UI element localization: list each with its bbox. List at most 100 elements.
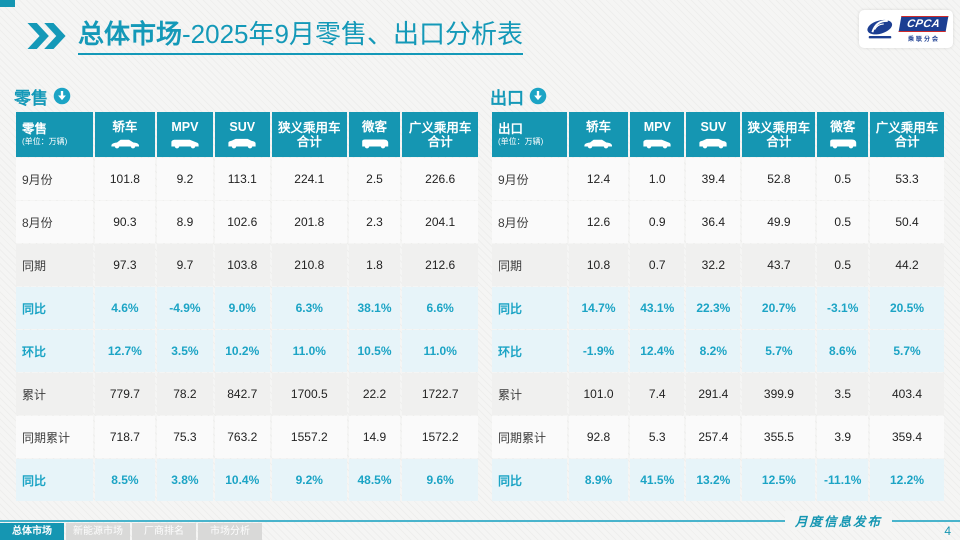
page-title-rest: -2025年9月零售、出口分析表 <box>182 19 523 49</box>
row-label: 累计 <box>16 373 93 415</box>
cell-value: 763.2 <box>214 416 270 458</box>
slide-header: 总体市场-2025年9月零售、出口分析表 <box>26 19 523 55</box>
cell-value: 92.8 <box>568 416 629 458</box>
retail-header-unit: (单位：万辆) <box>22 137 68 147</box>
retail-table-row: 同期累计 718.7 75.3 763.2 1557.2 14.9 1572.2 <box>16 416 478 458</box>
cell-value: 12.2% <box>870 459 944 501</box>
row-label: 9月份 <box>492 158 567 200</box>
retail-panel: 零售 零售 (单位：万辆) 轿车 MPV SUV 狭义乘用车合计 微客 广义乘用车合计 9月份 10… <box>14 84 480 502</box>
cell-value: 14.7% <box>568 287 629 329</box>
cell-value: 0.5 <box>817 244 869 286</box>
cell-value: 48.5% <box>348 459 401 501</box>
cell-value: 842.7 <box>214 373 270 415</box>
cell-value: 3.5 <box>817 373 869 415</box>
row-label: 环比 <box>16 330 93 372</box>
column-header-1: 轿车 <box>568 112 629 157</box>
tab-market-analysis[interactable]: 市场分析 <box>198 523 262 540</box>
column-header-3: SUV <box>686 112 741 157</box>
cell-value: 113.1 <box>214 158 270 200</box>
row-label: 同比 <box>16 287 93 329</box>
cell-value: 12.6 <box>568 201 629 243</box>
page-title-section: 总体市场 <box>78 19 183 49</box>
cell-value: 224.1 <box>271 158 347 200</box>
row-label: 同期累计 <box>492 416 567 458</box>
cell-value: 13.2% <box>686 459 741 501</box>
cell-value: 1722.7 <box>402 373 478 415</box>
cell-value: 32.2 <box>686 244 741 286</box>
cell-value: 50.4 <box>870 201 944 243</box>
cell-value: 90.3 <box>94 201 156 243</box>
cell-value: -3.1% <box>817 287 869 329</box>
export-table-row: 同比 8.9% 41.5% 13.2% 12.5% -11.1% 12.2% <box>492 459 944 501</box>
retail-table-row: 8月份 90.3 8.9 102.6 201.8 2.3 204.1 <box>16 201 478 243</box>
column-label: 广义乘用车合计 <box>875 120 939 149</box>
row-label: 同比 <box>492 459 567 501</box>
column-label: 轿车 <box>585 120 611 134</box>
cell-value: 8.2% <box>686 330 741 372</box>
cell-value: 3.5% <box>157 330 213 372</box>
export-table-row: 同期累计 92.8 5.3 257.4 355.5 3.9 359.4 <box>492 416 944 458</box>
double-chevron-icon <box>27 23 66 49</box>
cpca-subtext: 乘联分会 <box>907 36 940 43</box>
cell-value: 204.1 <box>402 201 478 243</box>
cell-value: 10.5% <box>348 330 401 372</box>
cell-value: 5.3 <box>630 416 685 458</box>
circle-down-arrow-icon <box>53 87 71 105</box>
corner-accent-mark <box>0 0 15 7</box>
cell-value: 22.2 <box>348 373 401 415</box>
cell-value: 41.5% <box>630 459 685 501</box>
cell-value: 101.8 <box>94 158 156 200</box>
cpca-emblem-icon <box>867 19 893 39</box>
cpca-logo-text: CPCA 乘联分会 <box>898 15 949 43</box>
cell-value: 44.2 <box>870 244 944 286</box>
cell-value: 7.4 <box>630 373 685 415</box>
row-label: 环比 <box>492 330 567 372</box>
sedan-icon <box>584 139 613 149</box>
cell-value: 12.7% <box>94 330 156 372</box>
tab-oem-ranking[interactable]: 厂商排名 <box>132 523 196 540</box>
cell-value: 103.8 <box>214 244 270 286</box>
cell-value: 20.7% <box>742 287 816 329</box>
column-header-5: 微客 <box>348 112 401 157</box>
cell-value: 22.3% <box>686 287 741 329</box>
cell-value: 20.5% <box>870 287 944 329</box>
cell-value: 9.6% <box>402 459 478 501</box>
cell-value: 102.6 <box>214 201 270 243</box>
footer-note: 月度信息发布 <box>784 511 892 530</box>
cell-value: 2.5 <box>348 158 401 200</box>
mpv-icon <box>643 139 671 149</box>
retail-table-row: 同比 4.6% -4.9% 9.0% 6.3% 38.1% 6.6% <box>16 287 478 329</box>
cell-value: 43.7 <box>742 244 816 286</box>
row-label: 8月份 <box>492 201 567 243</box>
cell-value: 49.9 <box>742 201 816 243</box>
cell-value: 226.6 <box>402 158 478 200</box>
page-title: 总体市场-2025年9月零售、出口分析表 <box>78 19 523 55</box>
cell-value: 3.8% <box>157 459 213 501</box>
cell-value: 12.4% <box>630 330 685 372</box>
column-header-2: MPV <box>630 112 685 157</box>
cell-value: 5.7% <box>870 330 944 372</box>
column-label: MPV <box>643 120 671 134</box>
cell-value: 6.3% <box>271 287 347 329</box>
tab-overall-market[interactable]: 总体市场 <box>0 523 64 540</box>
cell-value: 3.9 <box>817 416 869 458</box>
export-table: 出口 (单位：万辆) 轿车 MPV SUV 狭义乘用车合计 微客 广义乘用车合计 9月份 12.4… <box>490 111 946 502</box>
footer-tabs: 总体市场 新能源市场 厂商排名 市场分析 <box>0 523 262 540</box>
cell-value: 210.8 <box>271 244 347 286</box>
cell-value: 10.4% <box>214 459 270 501</box>
column-label: 微客 <box>361 120 387 134</box>
cell-value: 0.5 <box>817 158 869 200</box>
export-section-header: 出口 <box>490 84 946 108</box>
row-label: 同期 <box>492 244 567 286</box>
cell-value: 52.8 <box>742 158 816 200</box>
footer-divider-line <box>0 520 960 522</box>
column-header-4: 狭义乘用车合计 <box>742 112 816 157</box>
cell-value: 201.8 <box>271 201 347 243</box>
retail-table-corner-header: 零售 (单位：万辆) <box>16 112 93 157</box>
export-panel: 出口 出口 (单位：万辆) 轿车 MPV SUV 狭义乘用车合计 微客 广义乘用车合计 9月份 12… <box>490 84 946 502</box>
cell-value: 39.4 <box>686 158 741 200</box>
cell-value: 1572.2 <box>402 416 478 458</box>
cell-value: 14.9 <box>348 416 401 458</box>
mpv-icon <box>171 139 199 149</box>
tab-nev-market[interactable]: 新能源市场 <box>66 523 130 540</box>
